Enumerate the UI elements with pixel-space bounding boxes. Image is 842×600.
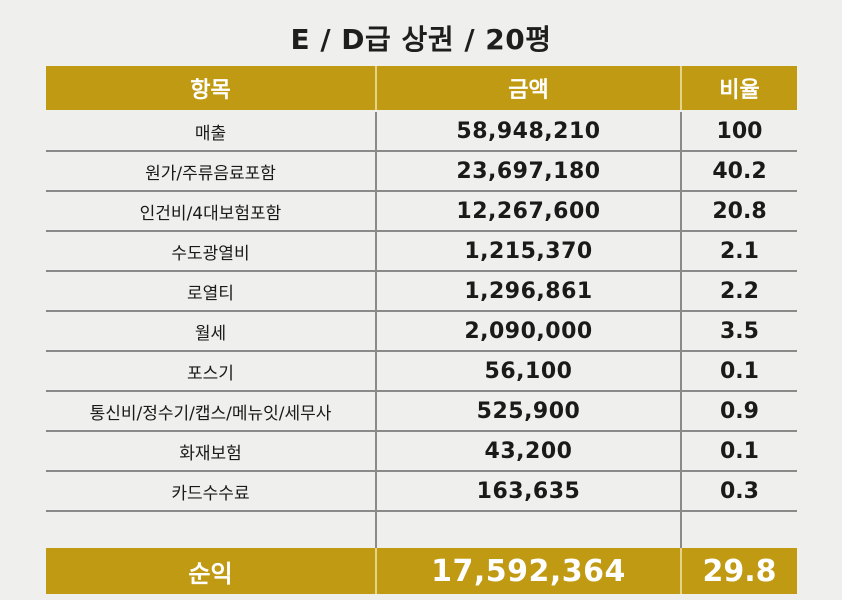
row-amount: 1,296,861 [375, 272, 680, 310]
table-row: 인건비/4대보험포함 12,267,600 20.8 [46, 192, 797, 232]
row-item: 화재보험 [179, 443, 242, 464]
row-item: 월세 [194, 323, 227, 344]
header-amount: 금액 [375, 66, 680, 110]
row-ratio: 0.1 [680, 432, 797, 470]
row-amount: 58,948,210 [375, 112, 680, 150]
header-ratio: 비율 [680, 66, 797, 110]
table-row: 매출 58,948,210 100 [46, 112, 797, 152]
table-empty-row [46, 512, 797, 548]
row-item: 카드수수료 [171, 483, 250, 504]
table-row: 월세 2,090,000 3.5 [46, 312, 797, 352]
table-row: 원가/주류음료포함 23,697,180 40.2 [46, 152, 797, 192]
row-item: 매출 [194, 123, 227, 144]
row-item: 원가/주류음료포함 [145, 163, 276, 184]
total-row: 순익 17,592,364 29.8 [46, 548, 797, 594]
row-ratio: 0.9 [680, 392, 797, 430]
row-ratio: 20.8 [680, 192, 797, 230]
total-ratio: 29.8 [680, 548, 797, 594]
table-header: 항목 금액 비율 [46, 66, 797, 110]
table-row: 통신비/정수기/캡스/메뉴잇/세무사 525,900 0.9 [46, 392, 797, 432]
row-amount: 163,635 [375, 472, 680, 510]
table-row: 로열티 1,296,861 2.2 [46, 272, 797, 312]
profit-table: 항목 금액 비율 매출 58,948,210 100 원가/주류음료포함 23,… [46, 66, 797, 594]
row-ratio: 0.1 [680, 352, 797, 390]
table-row: 수도광열비 1,215,370 2.1 [46, 232, 797, 272]
row-amount: 1,215,370 [375, 232, 680, 270]
row-ratio: 2.2 [680, 272, 797, 310]
header-item: 항목 [190, 78, 231, 103]
row-item: 로열티 [187, 283, 234, 304]
empty-cell [680, 512, 797, 548]
row-ratio: 40.2 [680, 152, 797, 190]
row-amount: 2,090,000 [375, 312, 680, 350]
row-item: 수도광열비 [171, 243, 250, 264]
total-item: 순익 [188, 559, 233, 588]
row-amount: 23,697,180 [375, 152, 680, 190]
row-ratio: 3.5 [680, 312, 797, 350]
row-amount: 12,267,600 [375, 192, 680, 230]
table-row: 포스기 56,100 0.1 [46, 352, 797, 392]
table-row: 카드수수료 163,635 0.3 [46, 472, 797, 512]
row-amount: 43,200 [375, 432, 680, 470]
table-row: 화재보험 43,200 0.1 [46, 432, 797, 472]
row-item: 인건비/4대보험포함 [139, 203, 282, 224]
row-ratio: 0.3 [680, 472, 797, 510]
empty-cell [375, 512, 680, 548]
page-title: E / D급 상권 / 20평 [290, 23, 552, 56]
total-amount: 17,592,364 [375, 548, 680, 594]
empty-cell [46, 512, 375, 548]
row-amount: 56,100 [375, 352, 680, 390]
row-ratio: 100 [680, 112, 797, 150]
row-item: 포스기 [187, 363, 234, 384]
row-ratio: 2.1 [680, 232, 797, 270]
row-amount: 525,900 [375, 392, 680, 430]
row-item: 통신비/정수기/캡스/메뉴잇/세무사 [89, 403, 332, 424]
